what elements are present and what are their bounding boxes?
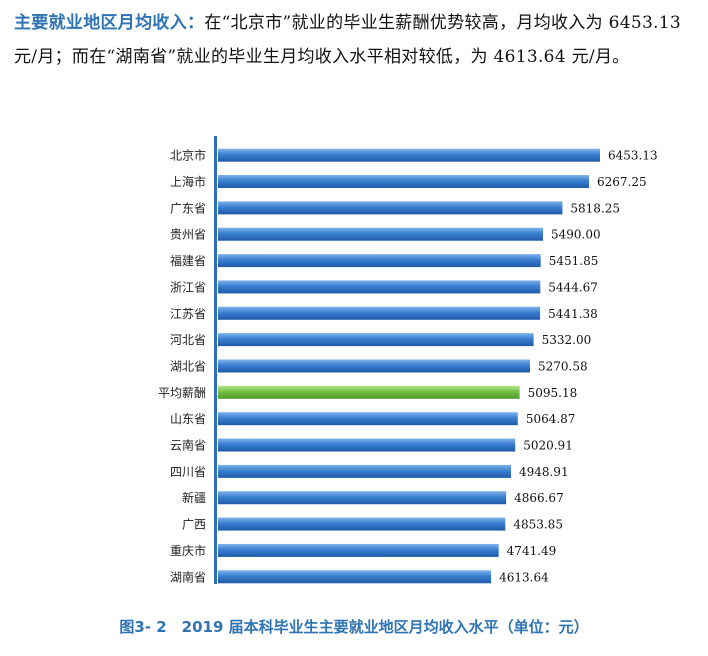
category-label: 上海市 [170, 174, 206, 189]
category-label: 云南省 [170, 438, 206, 453]
value-label: 4866.67 [514, 491, 564, 505]
bar [218, 491, 507, 505]
category-label: 广西 [182, 518, 206, 532]
summary-paragraph: 主要就业地区月均收入：在“北京市”就业的毕业生薪酬优势较高，月均收入为 6453… [14, 6, 698, 74]
bar [218, 227, 543, 241]
value-label: 5332.00 [542, 333, 592, 347]
bar [218, 306, 541, 320]
paragraph-body: 在“北京市”就业的毕业生薪酬优势较高，月均收入为 6453.13 元/月；而在“… [14, 13, 681, 67]
chart-caption: 图3- 2 2019 届本科毕业生主要就业地区月均收入水平（单位：元） [119, 618, 589, 636]
bar [218, 201, 563, 215]
category-label: 浙江省 [170, 280, 206, 294]
bar [218, 543, 499, 557]
bar [218, 175, 589, 189]
y-axis-line [214, 136, 217, 584]
value-label: 5444.67 [548, 280, 598, 294]
value-label: 4853.85 [513, 518, 563, 532]
category-label: 湖南省 [170, 569, 206, 584]
value-label: 5818.25 [570, 201, 620, 215]
category-label: 江苏省 [170, 307, 206, 321]
bar [218, 570, 492, 584]
bar [218, 517, 506, 531]
category-label: 平均薪酬 [158, 386, 206, 400]
bar-average [218, 385, 520, 399]
bar [218, 148, 600, 162]
bar [218, 359, 530, 373]
category-label: 重庆市 [170, 543, 206, 558]
bar [218, 333, 534, 347]
bar [218, 464, 511, 478]
value-label: 4741.49 [507, 544, 557, 558]
value-label: 4613.64 [499, 570, 549, 584]
category-label: 贵州省 [170, 228, 206, 242]
value-label: 5270.58 [538, 359, 588, 373]
bar [218, 438, 516, 452]
value-label: 6267.25 [597, 175, 647, 189]
bar [218, 280, 541, 294]
category-label: 广东省 [170, 201, 206, 215]
category-label: 山东省 [170, 412, 206, 426]
category-label: 湖北省 [170, 358, 206, 373]
category-label: 新疆 [182, 490, 206, 505]
category-label: 河北省 [170, 333, 206, 347]
value-label: 6453.13 [608, 149, 658, 163]
category-label: 四川省 [170, 465, 206, 479]
value-label: 5490.00 [551, 228, 601, 242]
value-label: 5020.91 [523, 439, 573, 453]
category-label: 福建省 [170, 253, 206, 268]
paragraph-lead: 主要就业地区月均收入： [14, 13, 205, 33]
value-label: 5441.38 [548, 307, 598, 321]
category-label: 北京市 [170, 148, 206, 163]
value-label: 4948.91 [519, 465, 569, 479]
bar [218, 412, 518, 426]
bar [218, 254, 541, 268]
income-bar-chart: 北京市 6453.13 上海市 6267.25 广东省 5818.25 贵州省 5490.00… [158, 136, 658, 584]
value-label: 5064.87 [526, 412, 576, 426]
value-label: 5451.85 [549, 254, 599, 268]
value-label: 5095.18 [528, 386, 578, 400]
